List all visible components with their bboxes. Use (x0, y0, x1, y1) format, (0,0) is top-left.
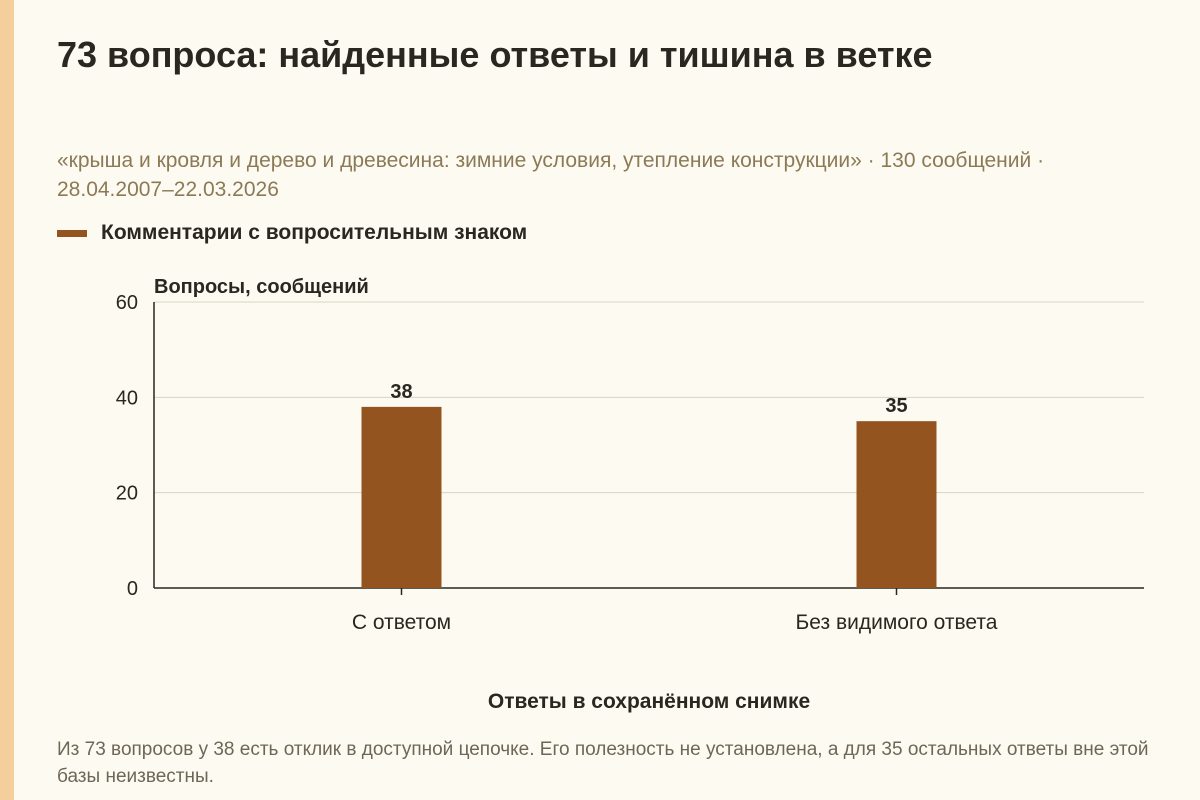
x-tick-label: Без видимого ответа (796, 611, 998, 634)
data-label: 35 (885, 395, 907, 417)
x-tick-label: С ответом (352, 611, 451, 634)
legend: Комментарии с вопросительным знаком (57, 219, 527, 247)
data-label: 38 (390, 381, 412, 403)
accent-strip (0, 0, 14, 800)
gridlines (154, 301, 1144, 494)
legend-label: Комментарии с вопросительным знаком (101, 221, 528, 244)
y-tick-label: 20 (116, 483, 138, 505)
chart-subtitle: «крыша и кровля и дерево и древесина: зи… (57, 149, 1045, 201)
axes (153, 302, 1144, 595)
y-tick-label: 0 (127, 578, 138, 600)
chart-title: 73 вопроса: найденные ответы и тишина в … (57, 34, 933, 75)
labels: 0 20 40 60 Вопросы, сообщений 38 С ответом 35 Бе… (116, 276, 998, 713)
y-tick-label: 60 (116, 292, 138, 314)
bars (361, 406, 937, 588)
legend-swatch (57, 229, 87, 237)
y-axis-label: Вопросы, сообщений (154, 276, 369, 298)
bar (361, 406, 442, 588)
bar (856, 421, 937, 588)
bar-chart: 0 20 40 60 Вопросы, сообщений 38 С ответом 35 Бе… (116, 276, 1144, 713)
footnote: Из 73 вопросов у 38 есть отклик в доступ… (57, 739, 1149, 787)
y-tick-label: 40 (116, 387, 138, 409)
x-axis-label: Ответы в сохранённом снимке (488, 690, 810, 713)
